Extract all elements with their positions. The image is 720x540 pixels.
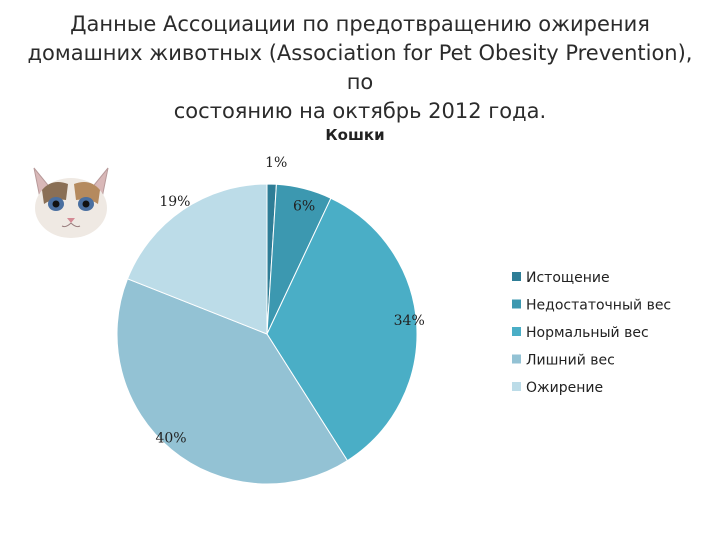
slide-title-line-2: домашних животных (Association for Pet O… [27, 41, 693, 94]
data-label-4: 40% [155, 430, 186, 446]
data-label-3: 34% [394, 313, 425, 329]
chart-title: Кошки [325, 126, 384, 144]
legend-label-2: Недостаточный вес [526, 298, 671, 314]
data-label-5: 19% [159, 194, 190, 210]
data-label-1: 1% [265, 155, 287, 171]
pie-data-labels: 1% 6% 34% 40% 19% [155, 155, 424, 446]
legend-swatch-5 [512, 382, 521, 391]
legend-label-4: Лишний вес [526, 353, 615, 369]
legend-swatch-4 [512, 354, 521, 364]
pie-slice-5 [126, 183, 268, 335]
legend-label-3: Нормальный вес [526, 325, 649, 341]
cat-face-icon [22, 160, 120, 240]
chart-legend: Истощение Недостаточный вес Нормальный вес… [512, 270, 671, 396]
legend-swatch-1 [512, 272, 521, 281]
slide-title-line-1: Данные Ассоциации по предотвращению ожир… [70, 12, 650, 36]
slide-title: Данные Ассоциации по предотвращению ожир… [20, 10, 700, 126]
pie-slices [116, 183, 418, 485]
legend-label-1: Истощение [526, 270, 610, 286]
pie-slice-4 [116, 278, 349, 485]
pie-slice-3 [266, 197, 418, 462]
legend-label-5: Ожирение [526, 380, 603, 396]
data-label-2: 6% [293, 199, 315, 215]
slide-title-line-3: состоянию на октябрь 2012 года. [173, 99, 547, 123]
legend-swatch-3 [512, 327, 521, 336]
legend-swatch-2 [512, 299, 521, 309]
